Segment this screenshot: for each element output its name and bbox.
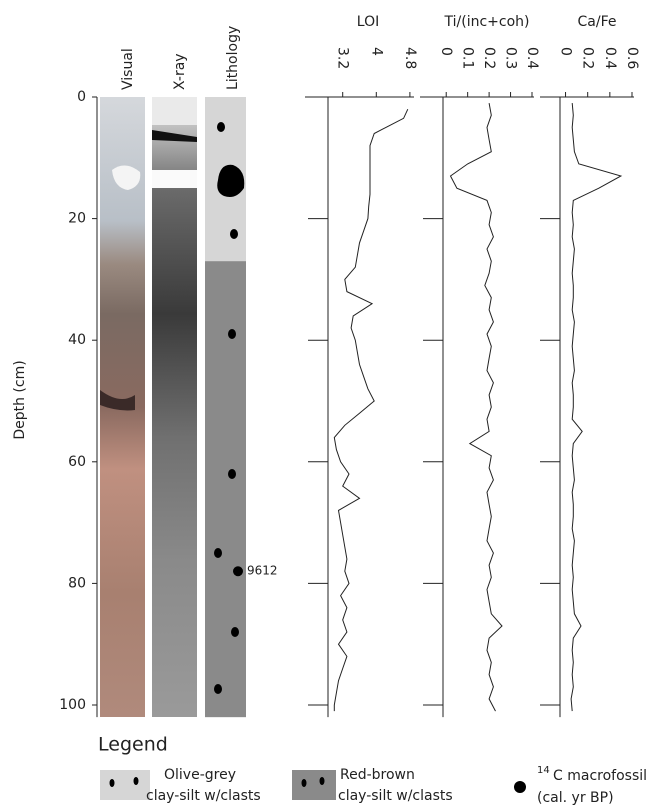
data-line (333, 108, 409, 712)
core-column-title: X-ray (172, 53, 188, 90)
visual-dark-patch (100, 390, 135, 411)
panel-title: Ca/Fe (578, 14, 617, 30)
legend-label: C macrofossil (553, 768, 647, 784)
x-tick-label: 0 (558, 47, 574, 56)
legend-label: Red-brown (340, 767, 415, 783)
legend-clast-icon (109, 779, 115, 787)
data-line (449, 103, 503, 712)
x-tick-label: 0.3 (503, 47, 519, 69)
x-tick-label: 4.8 (402, 47, 418, 69)
x-tick-label: 0.1 (460, 47, 476, 69)
legend-label: clay-silt w/clasts (338, 788, 453, 804)
clast-icon (228, 469, 236, 479)
legend-clast-icon (301, 779, 307, 787)
clast-icon (230, 229, 238, 239)
clast-icon (217, 164, 245, 197)
legend-clast-icon (319, 777, 325, 785)
xray-image (152, 97, 197, 717)
depth-tick-label: 60 (68, 454, 86, 470)
data-line (570, 103, 623, 712)
x-tick-label: 0.6 (624, 47, 640, 69)
x-tick-label: 0.4 (602, 47, 618, 69)
x-tick-label: 0.2 (481, 47, 497, 69)
clast-icon (231, 627, 239, 637)
core-images (100, 97, 197, 717)
legend-title: Legend (98, 734, 168, 756)
panel-title: Ti/(inc+coh) (444, 14, 530, 30)
clasts (214, 122, 245, 694)
xray-dark-band (152, 130, 197, 142)
x-tick-label: 0.4 (524, 47, 540, 69)
clast-icon (214, 684, 222, 694)
legend-label-sup: 14 (537, 765, 550, 776)
x-tick-label: 0 (438, 47, 454, 56)
xray-white-band (152, 170, 197, 188)
clast-icon (214, 548, 222, 558)
lithology-unit (205, 261, 246, 718)
legend-label: clay-silt w/clasts (146, 788, 261, 804)
depth-tick-label: 40 (68, 332, 86, 348)
radiocarbon-sample (233, 566, 243, 577)
depth-tick-label: 20 (68, 211, 86, 227)
legend-swatch (292, 770, 336, 800)
core-column-title: Lithology (225, 26, 241, 90)
radiocarbon-age: 9612 (247, 564, 278, 578)
legend-clast-icon (133, 777, 139, 785)
depth-axis-label: Depth (cm) (12, 360, 28, 439)
core-column-title: Visual (120, 48, 136, 90)
legend-dot (514, 781, 526, 793)
x-tick-label: 3.2 (335, 47, 351, 69)
clast-icon (217, 122, 225, 132)
panel-title: LOI (357, 14, 379, 30)
x-tick-label: 0.2 (580, 47, 596, 69)
x-tick-label: 4 (368, 47, 384, 56)
depth-tick-label: 100 (59, 697, 86, 713)
depth-tick-label: 0 (77, 89, 86, 105)
legend-swatch (100, 770, 150, 800)
legend-label: Olive-grey (164, 767, 236, 783)
clast-icon (228, 329, 236, 339)
visual-pale-patch (112, 165, 141, 190)
xray-light-band (152, 97, 197, 125)
depth-tick-label: 80 (68, 575, 86, 591)
legend-label: (cal. yr BP) (537, 790, 614, 806)
